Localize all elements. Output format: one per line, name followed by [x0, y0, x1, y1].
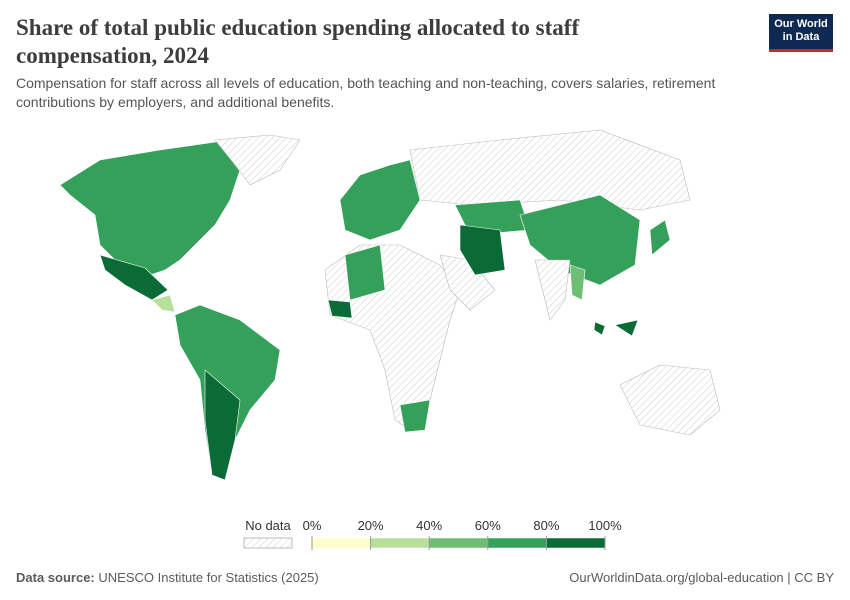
legend-bin	[546, 537, 606, 549]
logo-line: in Data	[782, 31, 820, 43]
legend-bin	[311, 537, 371, 549]
map: No data 0% 20% 40% 60% 80% 100%	[59, 129, 721, 550]
legend-tick-label: 60%	[475, 518, 501, 533]
legend: No data 0% 20% 40% 60% 80% 100%	[243, 518, 622, 550]
subtitle: Compensation for staff across all levels…	[16, 75, 716, 110]
legend-bin	[428, 537, 489, 549]
algeria[interactable]	[344, 244, 386, 301]
africa[interactable]	[324, 244, 461, 431]
china[interactable]	[519, 194, 641, 286]
legend-label: No data	[245, 518, 291, 533]
legend-tick-label: 100%	[588, 518, 622, 533]
legend-tick-label: 0%	[303, 518, 322, 533]
title: Share of total public education spending…	[16, 15, 580, 68]
west-africa[interactable]	[327, 299, 353, 319]
japan[interactable]	[649, 219, 671, 256]
source: Data source: UNESCO Institute for Statis…	[16, 570, 319, 585]
india[interactable]	[534, 259, 571, 321]
south-africa[interactable]	[399, 399, 431, 433]
source-text: UNESCO Institute for Statistics (2025)	[98, 570, 319, 585]
no-data-swatch	[243, 537, 293, 549]
source-label: Data source:	[16, 570, 95, 585]
central-america[interactable]	[151, 294, 176, 313]
legend-tick-label: 80%	[533, 518, 559, 533]
malaysia[interactable]	[593, 319, 639, 337]
argentina[interactable]	[204, 369, 241, 481]
url[interactable]: OurWorldinData.org/global-education | CC…	[569, 570, 834, 585]
logo[interactable]: Our World in Data	[769, 14, 833, 52]
legend-tick-label: 20%	[358, 518, 384, 533]
greenland[interactable]	[214, 134, 301, 186]
logo-line: Our World	[774, 18, 828, 30]
myanmar[interactable]	[569, 264, 586, 301]
iran[interactable]	[459, 224, 506, 276]
europe[interactable]	[339, 159, 421, 241]
legend-tick-label: 40%	[416, 518, 442, 533]
russia[interactable]	[409, 129, 691, 211]
legend-bin	[370, 537, 430, 549]
arabia[interactable]	[439, 254, 496, 311]
australia[interactable]	[619, 364, 721, 436]
legend-bin	[487, 537, 547, 549]
